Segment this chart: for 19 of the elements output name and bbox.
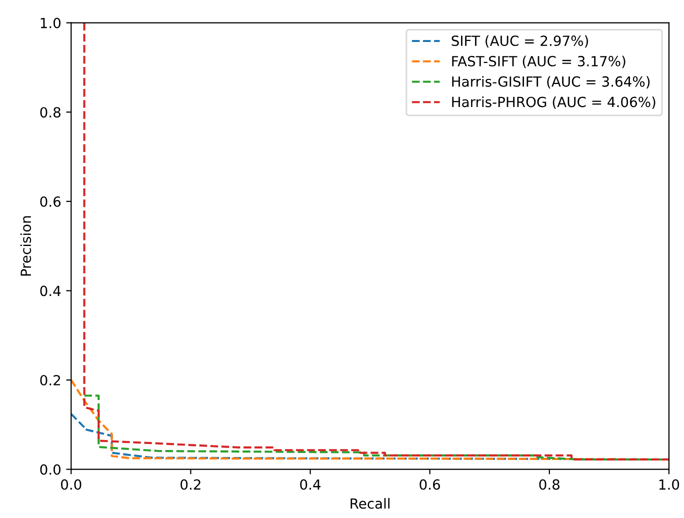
y-tick-label: 0.6 (40, 196, 61, 207)
y-tick-label: 0.4 (40, 286, 61, 296)
x-tick-label: 0.2 (180, 479, 200, 490)
line-series (83, 22, 669, 461)
y-tick-label: 1.0 (40, 18, 60, 28)
y-tick-label: 0.2 (40, 374, 60, 386)
x-axis-title: Recall (350, 498, 390, 509)
x-tick-label: 0.4 (300, 479, 321, 490)
legend-label: Harris-PHROG (AUC = 4.06%) (452, 96, 656, 109)
legend-label: Harris-GISIFT (AUC = 3.64%) (452, 76, 650, 88)
x-tick-label: 0.8 (539, 479, 560, 490)
y-tick-label: 0.0 (40, 464, 60, 475)
legend-label: FAST-SIFT (AUC = 3.17%) (452, 56, 626, 68)
x-tick-label: 0.6 (420, 479, 440, 490)
y-axis-title: Precision (20, 216, 32, 276)
x-tick-label: 1.0 (659, 479, 680, 490)
x-tick-label: 0.0 (61, 479, 82, 490)
legend-label: SIFT (AUC = 2.97%) (452, 35, 588, 48)
y-tick-label: 0.8 (40, 107, 60, 118)
